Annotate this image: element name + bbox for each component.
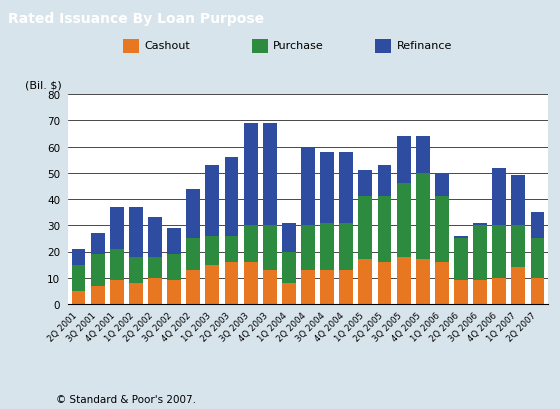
Bar [282, 252, 296, 283]
Bar [377, 166, 391, 197]
Bar [416, 137, 430, 173]
Bar [358, 171, 372, 197]
Bar [263, 124, 277, 226]
Text: (Bil. $): (Bil. $) [25, 80, 62, 90]
Bar [492, 226, 506, 278]
Bar [339, 270, 353, 304]
Bar [225, 262, 239, 304]
Text: Purchase: Purchase [273, 41, 324, 51]
Bar [129, 207, 143, 257]
Bar [186, 189, 200, 239]
Bar [454, 239, 468, 281]
Bar [244, 226, 258, 262]
Text: Cashout: Cashout [144, 41, 190, 51]
Bar [396, 257, 410, 304]
Bar [530, 278, 544, 304]
Bar [375, 40, 391, 54]
Bar [225, 157, 239, 236]
Bar [396, 137, 410, 184]
Bar [225, 236, 239, 262]
Bar [454, 281, 468, 304]
Bar [492, 168, 506, 226]
Bar [416, 260, 430, 304]
Bar [110, 207, 124, 249]
Bar [511, 226, 525, 267]
Bar [244, 262, 258, 304]
Bar [320, 270, 334, 304]
Bar [72, 249, 86, 265]
Bar [72, 265, 86, 291]
Bar [206, 236, 220, 265]
Bar [72, 291, 86, 304]
Bar [252, 40, 268, 54]
Bar [320, 223, 334, 270]
Bar [435, 197, 449, 262]
Bar [473, 223, 487, 226]
Bar [301, 147, 315, 226]
Bar [473, 281, 487, 304]
Bar [358, 197, 372, 260]
Bar [91, 286, 105, 304]
Bar [110, 281, 124, 304]
Text: Refinance: Refinance [396, 41, 452, 51]
Text: Rated Issuance By Loan Purpose: Rated Issuance By Loan Purpose [8, 12, 264, 26]
Bar [186, 270, 200, 304]
Bar [91, 254, 105, 286]
Bar [263, 270, 277, 304]
Bar [206, 265, 220, 304]
Bar [186, 239, 200, 270]
Bar [492, 278, 506, 304]
Bar [511, 176, 525, 226]
Bar [148, 278, 162, 304]
Bar [244, 124, 258, 226]
Bar [530, 213, 544, 239]
Bar [530, 239, 544, 278]
Bar [454, 236, 468, 239]
Bar [339, 153, 353, 223]
Text: © Standard & Poor's 2007.: © Standard & Poor's 2007. [56, 394, 196, 404]
Bar [435, 262, 449, 304]
Bar [282, 283, 296, 304]
Bar [206, 166, 220, 236]
Bar [435, 173, 449, 197]
Bar [110, 249, 124, 281]
Bar [339, 223, 353, 270]
Bar [377, 197, 391, 262]
Bar [301, 226, 315, 270]
Bar [473, 226, 487, 281]
Bar [511, 267, 525, 304]
Bar [396, 184, 410, 257]
Bar [148, 257, 162, 278]
Bar [129, 283, 143, 304]
Bar [167, 228, 181, 254]
Bar [416, 173, 430, 260]
Bar [129, 257, 143, 283]
Bar [301, 270, 315, 304]
Bar [282, 223, 296, 252]
Bar [263, 226, 277, 270]
Bar [167, 254, 181, 281]
Bar [377, 262, 391, 304]
Bar [91, 234, 105, 254]
Bar [123, 40, 139, 54]
Bar [358, 260, 372, 304]
Bar [320, 153, 334, 223]
Bar [167, 281, 181, 304]
Bar [148, 218, 162, 257]
